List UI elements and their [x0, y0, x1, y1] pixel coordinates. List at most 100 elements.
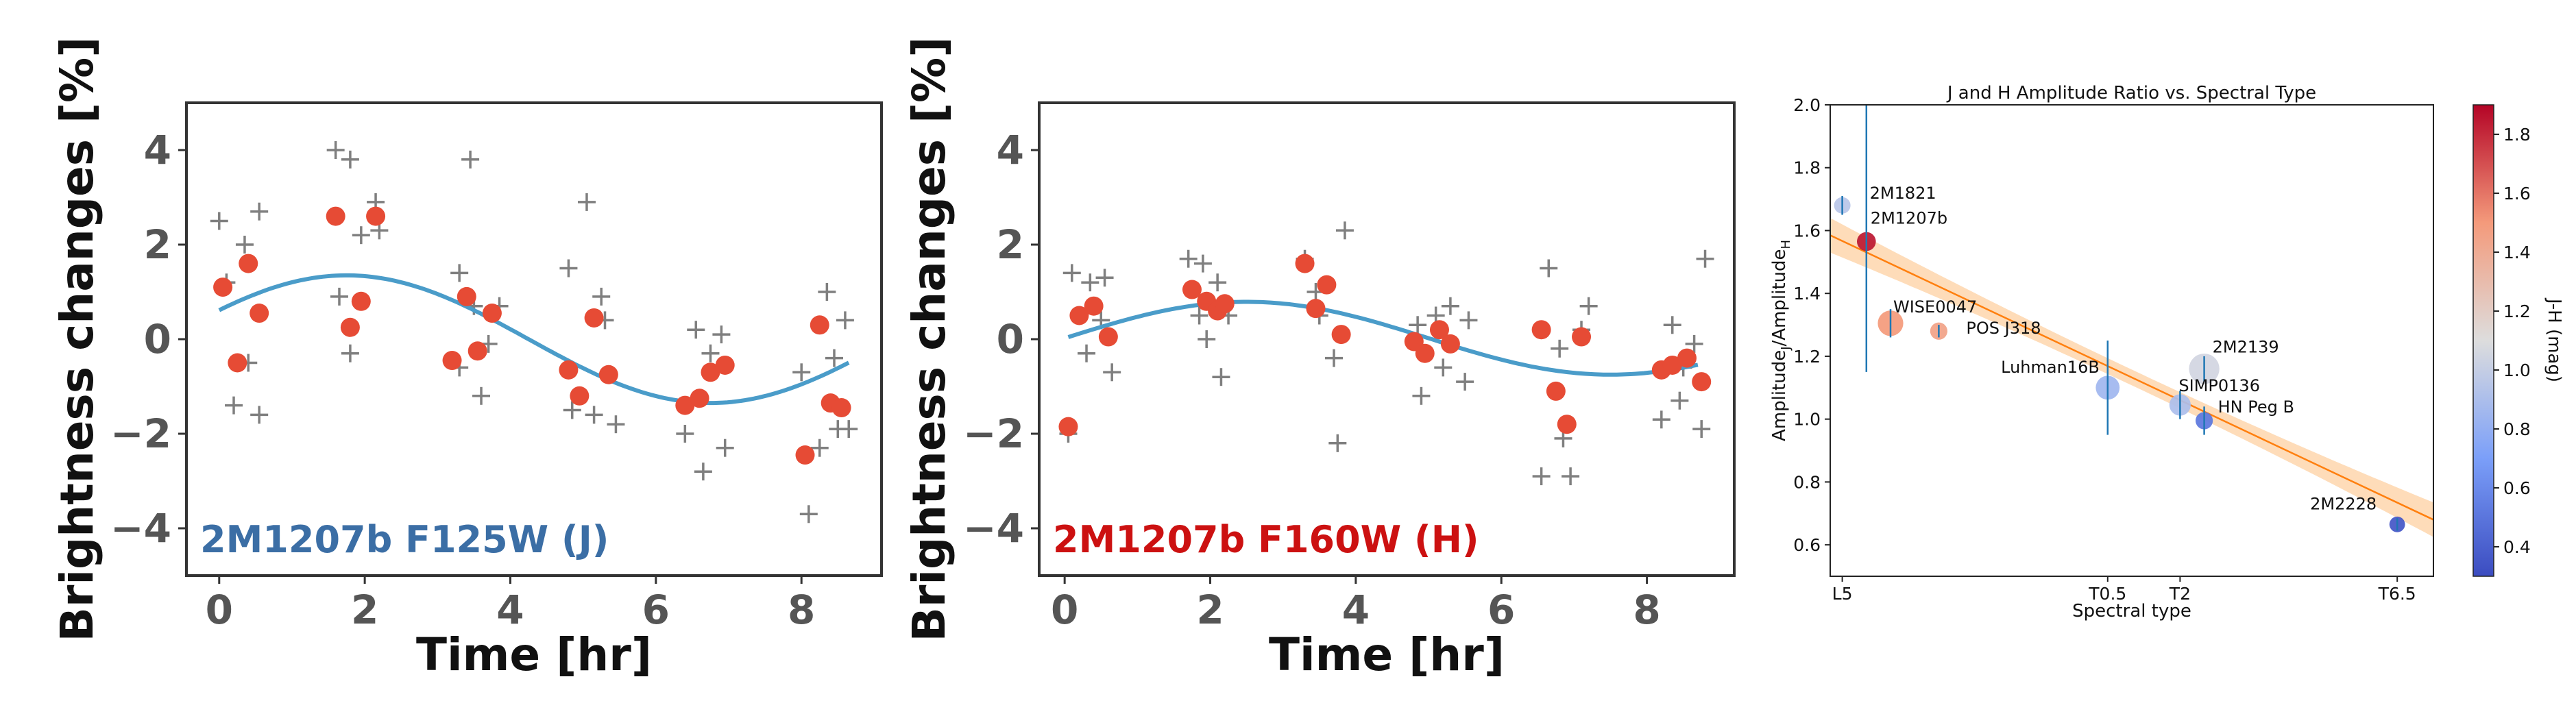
binned-point	[1429, 320, 1449, 340]
plus-point	[1670, 391, 1689, 410]
plus-point	[712, 325, 731, 344]
plus-point	[1062, 264, 1081, 282]
y-tick-label: 0	[144, 316, 171, 362]
chart-title: J and H Amplitude Ratio vs. Spectral Typ…	[1946, 83, 2316, 103]
colorbar-tick-label: 1.0	[2503, 360, 2531, 380]
y-axis-label: Brightness changes [%]	[51, 37, 104, 642]
plus-point	[563, 401, 581, 419]
plus-point	[810, 439, 829, 457]
object-label: 2M2139	[2213, 337, 2279, 356]
tick-group: L5 T0.5 T2 T6.5 0.6 0.8 1.0 1.2 1.4 1.6 1.8 2.0	[1793, 95, 2416, 604]
binned-point	[1415, 343, 1435, 363]
binned-point	[701, 362, 720, 382]
x-tick-label: T0.5	[2088, 584, 2126, 604]
object-point: HN Peg B	[2196, 397, 2294, 435]
plus-point	[1551, 339, 1569, 358]
object-point: Luhman16B	[2001, 341, 2120, 435]
y-tick-label: 1.4	[1793, 284, 1821, 304]
x-axis-label: Time [hr]	[416, 628, 652, 681]
binned-point	[326, 206, 345, 226]
plus-point	[1081, 273, 1099, 292]
object-label: 2M1821	[1870, 184, 1936, 203]
plus-point	[235, 236, 254, 254]
y-axis-label: Brightness changes [%]	[903, 37, 956, 642]
fit-line-group	[1830, 234, 2434, 521]
binned-point	[1306, 299, 1326, 319]
binned-point	[715, 355, 735, 375]
panel-label: 2M1207b F160W (H)	[1053, 518, 1479, 561]
plus-point	[1412, 386, 1431, 405]
plus-point	[1208, 273, 1227, 292]
y-tick-label: 0.8	[1793, 472, 1821, 492]
x-axis-label: Time [hr]	[1269, 628, 1505, 681]
colorbar-tick-label: 0.6	[2503, 478, 2531, 498]
colorbar	[2472, 104, 2494, 577]
plus-point	[676, 425, 694, 443]
plot-frame	[185, 101, 883, 577]
object-point: WISE0047	[1878, 297, 1977, 338]
plus-point	[1193, 254, 1212, 273]
binned-point	[831, 398, 851, 418]
plus-point	[825, 349, 843, 367]
plus-point	[1335, 221, 1354, 240]
binned-point	[1058, 417, 1078, 436]
colorbar-tick-label: 0.4	[2503, 537, 2531, 557]
object-points-group: 2M1821 2M1207b WISE0047 POS J318 Luhman16B 2M…	[1834, 105, 2405, 532]
binned-point	[1295, 254, 1315, 273]
y-tick-label: 1.2	[1793, 347, 1821, 367]
binned-point	[1662, 355, 1682, 375]
binned-point	[228, 353, 247, 373]
binned-point	[1215, 294, 1235, 314]
x-tick-label: 4	[1342, 587, 1370, 633]
panel-h-band: 0 2 4 6 8 −4 −2 0 2 4 2M1207b F160W (H) Time [hr]…	[903, 37, 1736, 681]
binned-point	[482, 304, 502, 323]
plus-point	[341, 150, 359, 169]
plot-frame	[1038, 101, 1736, 577]
binned-point	[810, 315, 829, 335]
binned-point	[1084, 296, 1104, 316]
y-tick-label: 4	[144, 127, 171, 173]
y-tick-label: −2	[963, 410, 1024, 457]
tick-group: 0 2 4 6 8 −4 −2 0 2 4	[963, 127, 1661, 633]
plus-point	[1562, 467, 1580, 486]
binned-point	[1692, 372, 1712, 392]
binned-point	[570, 386, 590, 406]
plus-point	[607, 415, 625, 434]
plus-point	[1540, 259, 1558, 278]
binned-point	[1572, 327, 1592, 347]
plus-point	[1212, 368, 1230, 386]
object-point: 2M1207b	[1857, 105, 1947, 372]
plus-point	[1198, 330, 1216, 348]
sinusoid-fit-curve	[218, 273, 850, 406]
binned-point	[690, 389, 709, 408]
plus-point	[250, 202, 269, 221]
object-point: SIMP0136	[2169, 376, 2260, 419]
x-tick-label: 6	[1487, 587, 1515, 633]
fit-curve-group	[218, 273, 850, 406]
colorbar-tick-group: 0.4 0.6 0.8 1.0 1.2 1.4 1.6 1.8	[2494, 125, 2531, 557]
plus-point	[330, 287, 348, 306]
object-point: 2M2228	[2310, 494, 2405, 532]
panel-label: 2M1207b F125W (J)	[200, 518, 609, 561]
binned-point	[598, 365, 618, 384]
x-axis-label: Spectral type	[2072, 601, 2191, 621]
object-label: Luhman16B	[2001, 358, 2100, 377]
plus-point	[836, 311, 854, 330]
panel-amplitude-ratio: J and H Amplitude Ratio vs. Spectral Typ…	[1769, 83, 2564, 621]
binned-point	[1317, 275, 1337, 295]
plus-point	[1441, 297, 1459, 315]
plus-point	[1685, 334, 1703, 353]
y-tick-label: 1.8	[1793, 158, 1821, 178]
binned-point	[351, 291, 371, 311]
binned-points-group	[1058, 254, 1712, 436]
binned-point	[457, 286, 476, 306]
plus-point	[577, 193, 596, 211]
object-label: POS J318	[1966, 319, 2041, 338]
y-tick-label: 1.6	[1793, 221, 1821, 241]
x-tick-label: L5	[1832, 584, 1853, 604]
plus-point	[1409, 316, 1427, 334]
plus-point	[687, 321, 705, 339]
colorbar-tick-label: 1.4	[2503, 243, 2531, 262]
plus-point	[694, 463, 712, 481]
binned-point	[1182, 280, 1202, 299]
